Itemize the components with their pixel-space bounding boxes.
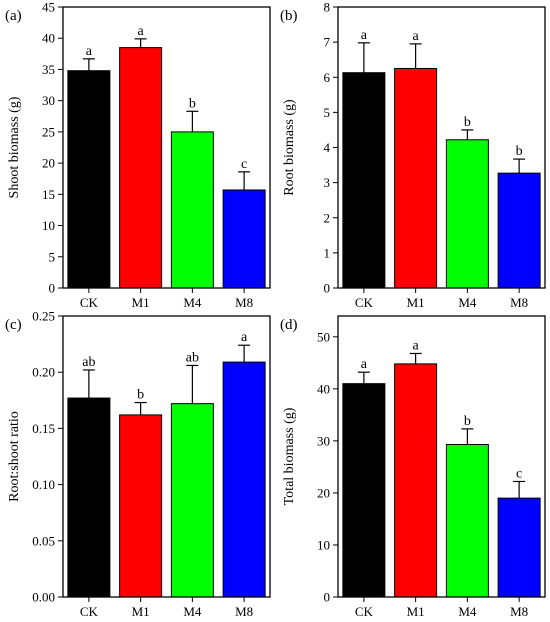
significance-label: ab <box>82 355 95 370</box>
y-tick-label: 8 <box>324 0 331 15</box>
y-tick-label: 15 <box>42 187 55 202</box>
y-tick-label: 0.20 <box>32 365 55 380</box>
x-tick-label: M4 <box>183 295 202 310</box>
y-tick-label: 0.10 <box>32 477 55 492</box>
y-tick-label: 0 <box>324 281 331 296</box>
y-tick-label: 35 <box>42 62 55 77</box>
bar-m8 <box>497 172 541 289</box>
y-tick-label: 1 <box>324 245 331 260</box>
y-tick-label: 2 <box>324 210 331 225</box>
significance-label: b <box>464 414 471 429</box>
x-tick-label: M4 <box>458 604 477 619</box>
y-tick-label: 45 <box>42 0 55 15</box>
x-tick-label: CK <box>355 295 374 310</box>
bar-m4 <box>170 131 214 289</box>
y-tick-label: 0 <box>324 590 331 605</box>
panel-d: a CK a M1 b M4 c M8 0 10 20 30 40 50 Total biomass (g)… <box>280 315 546 619</box>
bar-m1 <box>119 414 163 598</box>
x-tick-label: CK <box>80 604 99 619</box>
panel-tag: (b) <box>280 8 298 24</box>
significance-label: c <box>241 157 247 172</box>
y-tick-label: 10 <box>317 537 330 552</box>
y-axis-label: Root:shoot ratio <box>7 411 22 502</box>
y-tick-label: 30 <box>317 433 330 448</box>
bar-m1 <box>394 363 438 598</box>
y-axis-label: Root biomass (g) <box>282 99 297 196</box>
bar-ck <box>342 72 386 289</box>
y-tick-label: 20 <box>317 485 330 500</box>
bar-m8 <box>497 497 541 598</box>
y-tick-label: 0.25 <box>32 309 55 324</box>
significance-label: c <box>516 466 522 481</box>
y-tick-label: 4 <box>324 140 331 155</box>
y-tick-label: 20 <box>42 156 55 171</box>
y-tick-label: 3 <box>324 175 331 190</box>
x-tick-label: M4 <box>458 295 477 310</box>
y-tick-label: 10 <box>42 218 55 233</box>
y-axis-label: Total biomass (g) <box>282 407 297 505</box>
y-axis-label: Shoot biomass (g) <box>7 96 22 198</box>
bar-m8 <box>222 189 266 289</box>
panel-c: ab CK b M1 ab M4 a M8 0.00 0.05 0.10 0.15 0.20 0.25 Ro… <box>5 309 271 619</box>
y-tick-label: 0 <box>49 281 56 296</box>
significance-label: ab <box>186 350 199 365</box>
significance-label: a <box>241 330 248 345</box>
y-tick-label: 5 <box>49 249 56 264</box>
panel-a: a CK a M1 b M4 c M8 0 5 10 15 20 25 30 35 40 45 Shoot biom… <box>5 0 271 310</box>
plot-frame <box>337 6 546 289</box>
significance-label: b <box>189 96 196 111</box>
x-tick-label: CK <box>355 604 374 619</box>
panel-tag: (d) <box>280 317 298 333</box>
panel-tag: (c) <box>5 317 22 333</box>
x-tick-label: M8 <box>235 295 253 310</box>
significance-label: a <box>361 28 368 43</box>
bar-m1 <box>119 47 163 289</box>
x-tick-label: M1 <box>407 295 425 310</box>
bar-ck <box>342 383 386 598</box>
y-tick-label: 0.00 <box>32 590 55 605</box>
significance-label: a <box>413 29 420 44</box>
bar-m1 <box>394 67 438 289</box>
bar-m4 <box>445 444 489 598</box>
significance-label: a <box>413 338 420 353</box>
y-tick-label: 0.15 <box>32 421 55 436</box>
x-tick-label: M8 <box>235 604 253 619</box>
panel-tag: (a) <box>5 8 22 24</box>
y-tick-label: 40 <box>317 381 330 396</box>
bar-ck <box>67 70 111 289</box>
significance-label: b <box>516 144 523 159</box>
plot-frame <box>62 315 271 598</box>
plot-frame <box>337 315 546 598</box>
bar-m8 <box>222 361 266 598</box>
y-tick-label: 25 <box>42 124 55 139</box>
y-tick-label: 0.05 <box>32 533 55 548</box>
x-tick-label: M8 <box>510 295 528 310</box>
bar-m4 <box>445 139 489 289</box>
x-tick-label: M4 <box>183 604 202 619</box>
significance-label: b <box>464 115 471 130</box>
x-tick-label: M1 <box>407 604 425 619</box>
x-tick-label: CK <box>80 295 99 310</box>
y-tick-label: 50 <box>317 329 330 344</box>
y-tick-label: 6 <box>324 70 331 85</box>
plot-frame <box>62 6 271 289</box>
y-tick-label: 7 <box>324 35 331 50</box>
bar-ck <box>67 397 111 598</box>
bar-m4 <box>170 403 214 598</box>
x-tick-label: M8 <box>510 604 528 619</box>
significance-label: a <box>361 357 368 372</box>
significance-label: a <box>138 24 145 39</box>
significance-label: b <box>137 388 144 403</box>
y-tick-label: 40 <box>42 31 55 46</box>
x-tick-label: M1 <box>132 295 150 310</box>
y-tick-label: 30 <box>42 93 55 108</box>
x-tick-label: M1 <box>132 604 150 619</box>
panel-b: a CK a M1 b M4 b M8 0 1 2 3 4 5 6 7 8 Root biomass (g) (b) <box>280 0 546 310</box>
y-tick-label: 5 <box>324 105 331 120</box>
significance-label: a <box>86 44 93 59</box>
